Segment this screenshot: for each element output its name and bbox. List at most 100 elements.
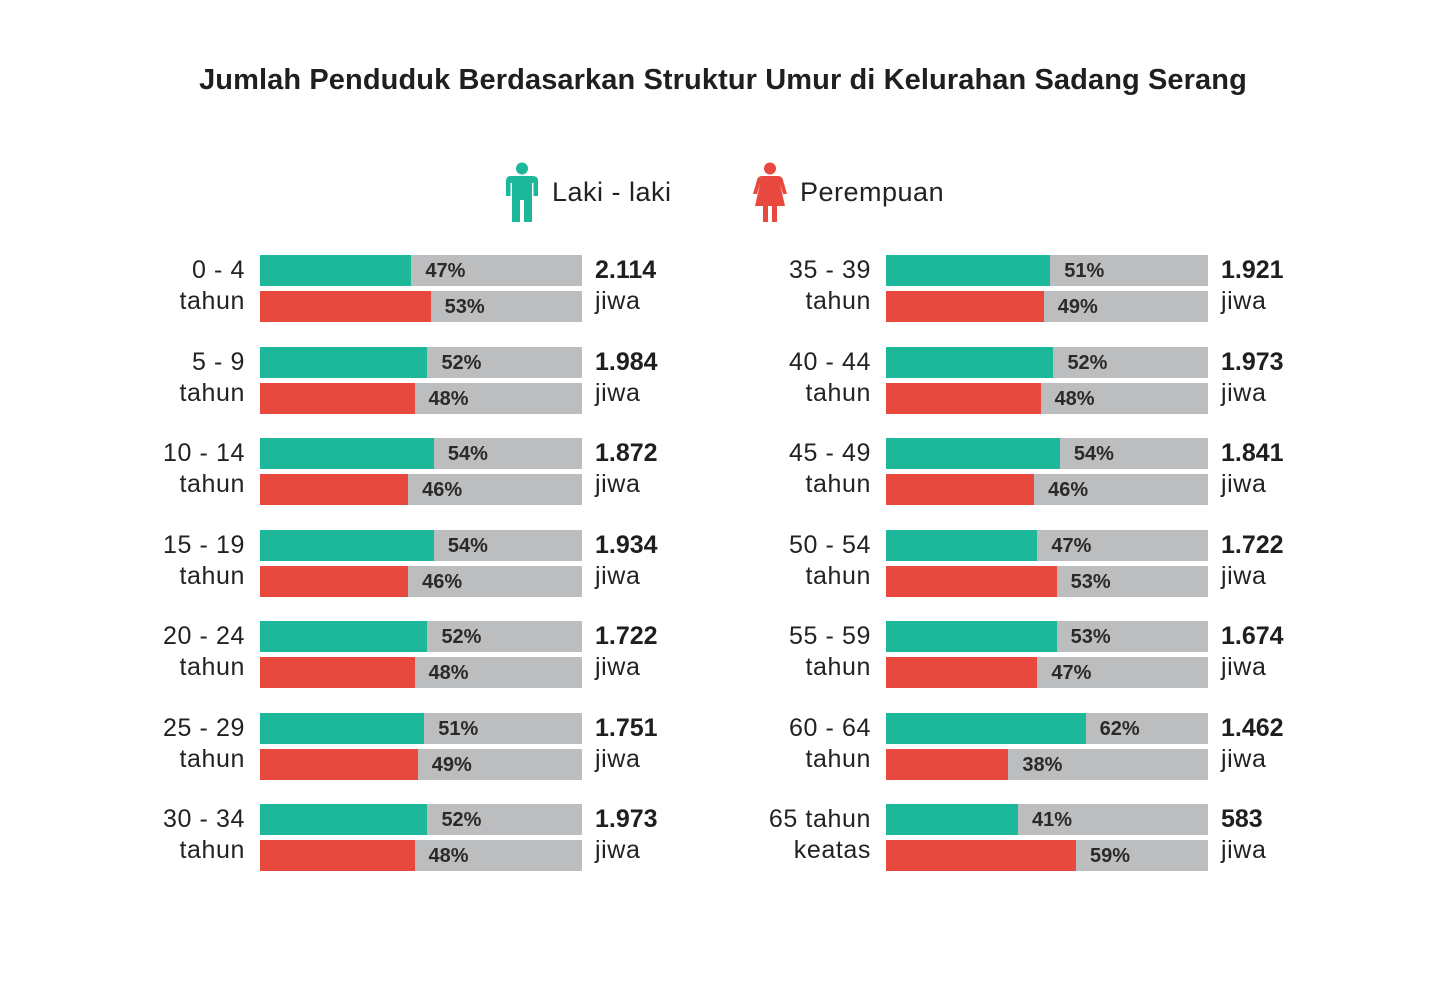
male-percent-label: 51% bbox=[438, 717, 479, 740]
female-bar bbox=[260, 382, 415, 414]
age-label: 55 - 59 tahun bbox=[631, 621, 871, 683]
male-bar bbox=[260, 712, 425, 744]
age-unit-label: tahun bbox=[179, 378, 245, 407]
age-label: 45 - 49 tahun bbox=[631, 438, 871, 500]
female-percent-label: 47% bbox=[1051, 662, 1092, 684]
female-percent-label: 49% bbox=[1057, 296, 1098, 318]
female-bar bbox=[886, 382, 1041, 414]
male-percent-label: 53% bbox=[1070, 626, 1111, 648]
age-group: 10 - 14 tahun 54% 46% 1.872 jiwa bbox=[0, 438, 700, 508]
age-group: 15 - 19 tahun 54% 46% 1.934 jiwa bbox=[0, 529, 700, 600]
total-label: 1.722 jiwa bbox=[1221, 530, 1284, 592]
age-group: 5 - 9 tahun 52% 48% 1.984 jiwa bbox=[0, 346, 700, 417]
total-value: 1.973 bbox=[595, 805, 658, 833]
total-value: 1.751 bbox=[595, 713, 658, 742]
age-range-label: 0 - 4 bbox=[191, 256, 245, 284]
age-group: 60 - 64 tahun 62% 38% 1.462 jiwa bbox=[626, 712, 1326, 783]
age-label: 10 - 14 tahun bbox=[5, 438, 245, 500]
female-percent-label: 46% bbox=[422, 479, 463, 501]
total-label: 1.984 jiwa bbox=[595, 347, 658, 409]
male-bar bbox=[260, 529, 434, 561]
total-label: 1.674 jiwa bbox=[1221, 621, 1284, 683]
female-bar bbox=[260, 474, 409, 505]
age-label: 35 - 39 tahun bbox=[631, 255, 871, 317]
female-bar-track: 48% bbox=[260, 657, 582, 688]
age-label: 5 - 9 tahun bbox=[5, 347, 245, 409]
total-unit: jiwa bbox=[1221, 287, 1267, 315]
male-bar-track: 52% bbox=[260, 621, 582, 652]
male-percent-label: 52% bbox=[1067, 351, 1108, 374]
male-bar bbox=[886, 712, 1086, 744]
age-label: 25 - 29 tahun bbox=[5, 713, 245, 775]
total-unit: jiwa bbox=[1221, 744, 1267, 773]
male-bar bbox=[886, 255, 1051, 286]
age-range-label: 25 - 29 bbox=[162, 713, 245, 742]
male-percent-label: 54% bbox=[1073, 443, 1114, 465]
female-percent-label: 48% bbox=[428, 845, 469, 867]
male-bar-track: 52% bbox=[886, 346, 1208, 378]
female-bar bbox=[260, 565, 409, 597]
age-range-label: 40 - 44 bbox=[788, 347, 871, 376]
age-unit-label: tahun bbox=[805, 287, 871, 315]
male-percent-label: 52% bbox=[441, 351, 482, 374]
age-range-label: 60 - 64 bbox=[788, 713, 871, 742]
male-bar bbox=[260, 255, 412, 286]
male-bar-track: 52% bbox=[260, 346, 582, 378]
female-bar-track: 46% bbox=[886, 474, 1208, 505]
age-unit-label: tahun bbox=[805, 561, 871, 590]
male-bar-track: 51% bbox=[886, 255, 1208, 286]
total-label: 1.973 jiwa bbox=[1221, 347, 1284, 409]
age-group: 0 - 4 tahun 47% 53% 2.114 jiwa bbox=[0, 255, 700, 325]
age-range-label: 65 tahun bbox=[768, 805, 871, 833]
total-label: 583 jiwa bbox=[1221, 804, 1266, 866]
age-range-label: 30 - 34 bbox=[162, 805, 245, 833]
male-person-icon bbox=[506, 162, 538, 222]
age-group: 25 - 29 tahun 51% 49% 1.751 jiwa bbox=[0, 712, 700, 783]
age-label: 30 - 34 tahun bbox=[5, 804, 245, 866]
female-bar bbox=[886, 840, 1076, 871]
legend-label-female: Perempuan bbox=[800, 176, 945, 207]
female-bar bbox=[260, 657, 415, 688]
age-group: 40 - 44 tahun 52% 48% 1.973 jiwa bbox=[626, 346, 1326, 417]
male-bar bbox=[260, 621, 428, 652]
male-bar bbox=[886, 621, 1057, 652]
age-unit-label: keatas bbox=[793, 836, 871, 864]
age-unit-label: tahun bbox=[805, 378, 871, 407]
male-bar-track: 41% bbox=[886, 804, 1208, 835]
female-percent-label: 46% bbox=[1048, 479, 1089, 501]
age-group: 35 - 39 tahun 51% 49% 1.921 jiwa bbox=[626, 255, 1326, 325]
male-bar-track: 62% bbox=[886, 712, 1208, 744]
age-label: 15 - 19 tahun bbox=[5, 530, 245, 592]
female-bar bbox=[886, 291, 1044, 322]
age-group: 30 - 34 tahun 52% 48% 1.973 jiwa bbox=[0, 804, 700, 874]
total-value: 1.674 bbox=[1221, 622, 1284, 650]
age-unit-label: tahun bbox=[179, 470, 245, 498]
total-value: 2.114 bbox=[595, 256, 657, 284]
total-unit: jiwa bbox=[595, 561, 641, 590]
male-percent-label: 52% bbox=[441, 626, 482, 648]
total-value: 1.921 bbox=[1221, 256, 1284, 284]
female-percent-label: 48% bbox=[428, 662, 469, 684]
age-range-label: 5 - 9 bbox=[191, 347, 245, 376]
male-bar bbox=[886, 804, 1019, 835]
female-percent-label: 38% bbox=[1022, 753, 1063, 776]
female-bar-track: 53% bbox=[260, 291, 582, 322]
age-range-label: 50 - 54 bbox=[788, 530, 871, 559]
total-unit: jiwa bbox=[595, 744, 641, 773]
female-bar-track: 46% bbox=[260, 474, 582, 505]
male-bar-track: 54% bbox=[886, 438, 1208, 469]
age-unit-label: tahun bbox=[179, 561, 245, 590]
age-unit-label: tahun bbox=[179, 744, 245, 773]
female-bar-track: 53% bbox=[886, 565, 1208, 597]
total-label: 1.973 jiwa bbox=[595, 804, 658, 866]
female-bar bbox=[260, 840, 415, 871]
total-value: 1.722 bbox=[595, 622, 658, 650]
age-unit-label: tahun bbox=[805, 653, 871, 681]
female-percent-label: 59% bbox=[1089, 845, 1130, 867]
total-label: 1.841 jiwa bbox=[1221, 438, 1284, 500]
age-group: 55 - 59 tahun 53% 47% 1.674 jiwa bbox=[626, 621, 1326, 691]
total-unit: jiwa bbox=[1221, 836, 1267, 864]
total-unit: jiwa bbox=[1221, 561, 1267, 590]
legend-item-male: Laki - laki bbox=[504, 160, 672, 224]
